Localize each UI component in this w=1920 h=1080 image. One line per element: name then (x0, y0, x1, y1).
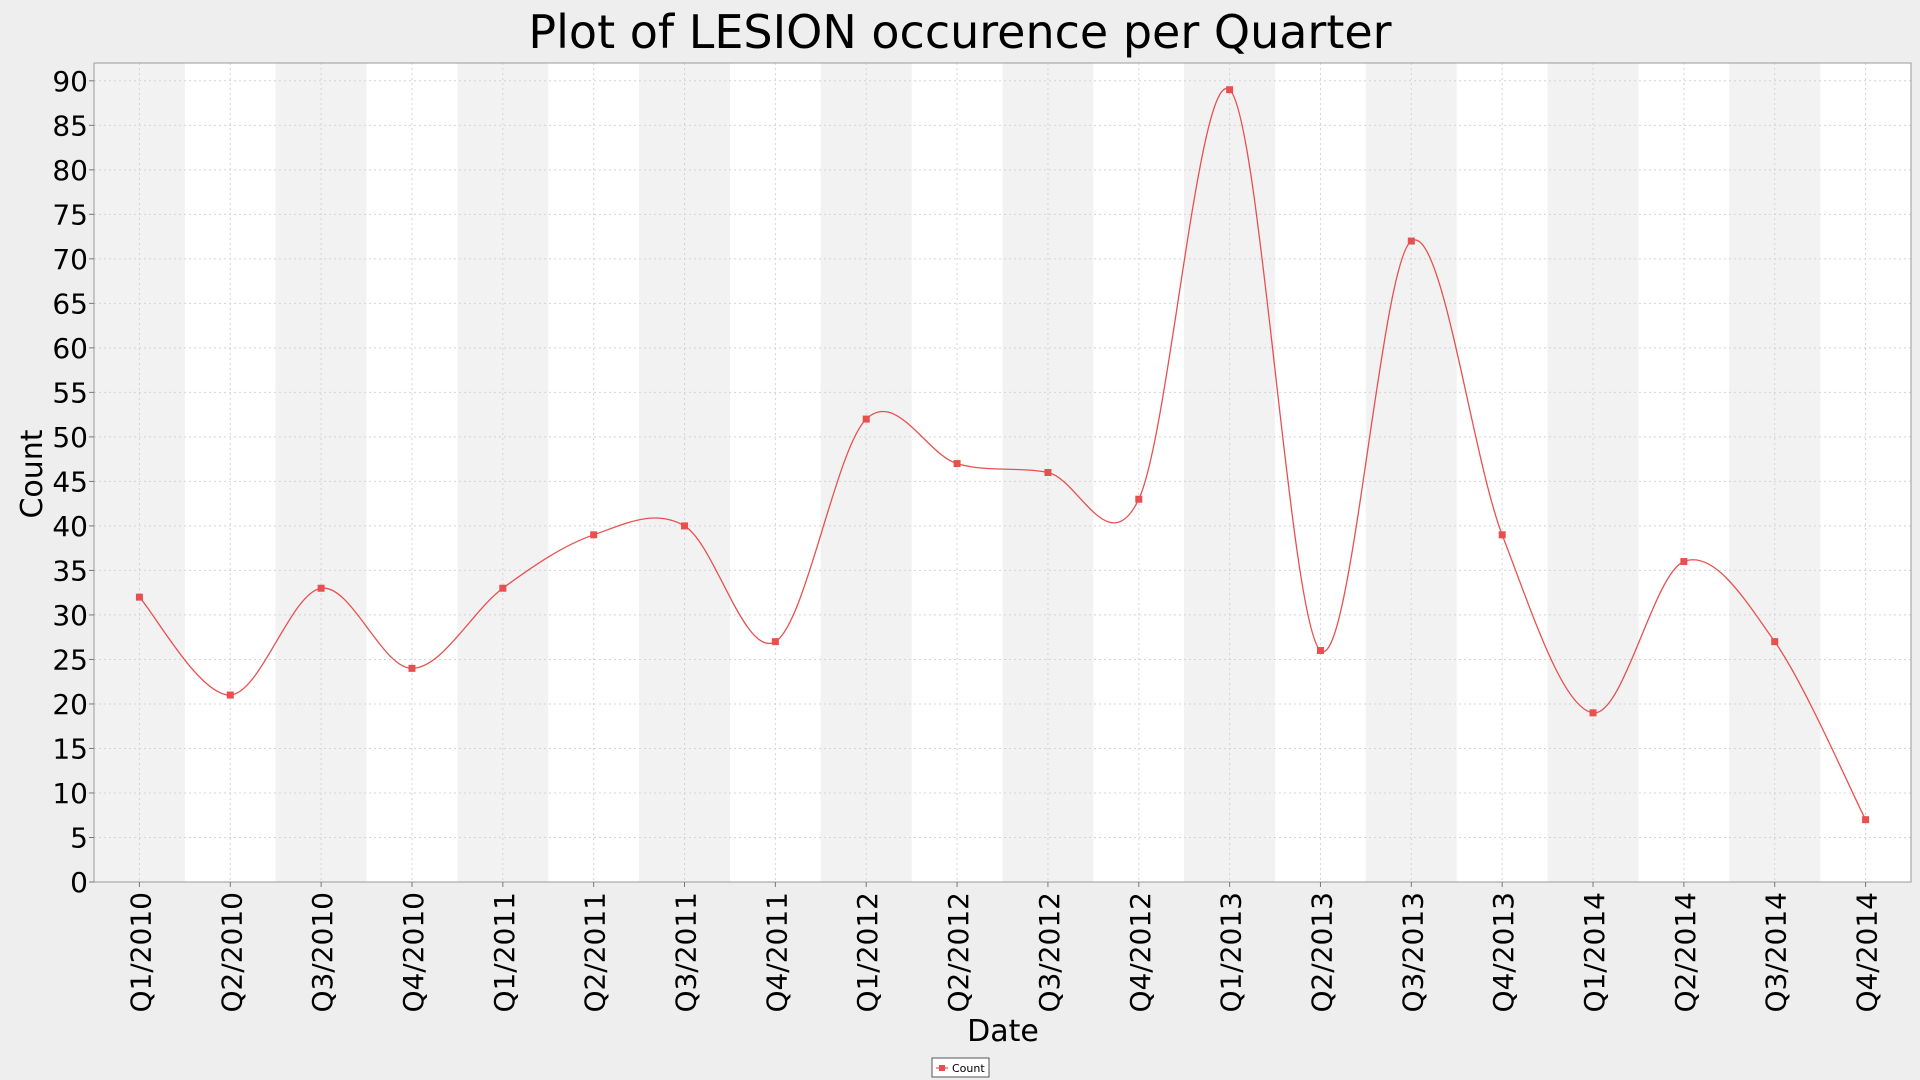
y-tick-label: 50 (52, 421, 88, 454)
x-tick-label: Q1/2014 (1578, 892, 1611, 1013)
x-tick-label: Q3/2010 (306, 892, 339, 1013)
data-point[interactable] (1316, 647, 1324, 655)
data-point[interactable] (1498, 531, 1506, 539)
x-tick-label: Q4/2013 (1487, 892, 1520, 1013)
y-tick-label: 35 (52, 554, 88, 587)
x-tick-label: Q1/2011 (488, 892, 521, 1013)
x-tick-label: Q2/2010 (215, 892, 248, 1013)
data-point[interactable] (1862, 816, 1870, 824)
y-tick-label: 70 (52, 243, 88, 276)
data-point[interactable] (1226, 86, 1234, 94)
x-tick-label: Q2/2014 (1669, 892, 1702, 1013)
plot-border (93, 62, 1912, 883)
y-tick-label: 75 (52, 198, 88, 231)
legend-marker (939, 1065, 945, 1071)
x-tick-label: Q3/2011 (670, 892, 703, 1013)
x-tick-label: Q4/2011 (760, 892, 793, 1013)
y-tick-labels: 0 5 10 15 20 25 30 35 40 45 50 55 60 65 70 75 80 85 90 (52, 65, 88, 899)
data-point[interactable] (1407, 237, 1415, 245)
x-tick-label: Q2/2013 (1305, 892, 1338, 1013)
y-tick-label: 85 (52, 109, 88, 142)
data-point[interactable] (1680, 558, 1688, 566)
x-tick-labels: Q1/2010 Q2/2010 Q3/2010 Q4/2010 Q1/2011 Q2/20… (124, 892, 1883, 1013)
y-tick-label: 25 (52, 643, 88, 676)
y-tick-label: 45 (52, 465, 88, 498)
legend: Count (931, 1057, 990, 1078)
chart-title: Plot of LESION occurence per Quarter (528, 5, 1391, 59)
x-tick-label: Q3/2013 (1396, 892, 1429, 1013)
y-tick-label: 40 (52, 510, 88, 543)
x-tick-label: Q2/2012 (942, 892, 975, 1013)
y-tick-label: 30 (52, 599, 88, 632)
data-point[interactable] (317, 584, 325, 592)
x-axis-label: Date (967, 1014, 1039, 1049)
data-point[interactable] (681, 522, 689, 530)
data-point[interactable] (953, 460, 961, 468)
x-tick-label: Q4/2012 (1124, 892, 1157, 1013)
x-tick-label: Q1/2012 (851, 892, 884, 1013)
x-tick-label: Q4/2010 (397, 892, 430, 1013)
x-tick-label: Q4/2014 (1851, 892, 1884, 1013)
y-tick-label: 10 (52, 777, 88, 810)
axes (89, 80, 1867, 887)
data-point[interactable] (1135, 495, 1143, 503)
x-tick-label: Q3/2014 (1760, 892, 1793, 1013)
background-bands (94, 63, 1911, 882)
y-tick-label: 80 (52, 154, 88, 187)
y-tick-label: 55 (52, 376, 88, 409)
data-point[interactable] (1589, 709, 1597, 717)
x-tick-label: Q1/2013 (1215, 892, 1248, 1013)
legend-label: Count (952, 1062, 985, 1075)
data-point[interactable] (1044, 469, 1052, 476)
y-tick-label: 0 (70, 866, 88, 899)
legend-box (931, 1057, 990, 1078)
x-tick-label: Q3/2012 (1033, 892, 1066, 1013)
data-point[interactable] (771, 638, 779, 646)
gridlines (94, 63, 1911, 883)
y-tick-label: 65 (52, 287, 88, 320)
y-tick-label: 15 (52, 732, 88, 765)
data-point[interactable] (862, 415, 870, 423)
y-tick-label: 5 (70, 821, 88, 854)
data-point[interactable] (226, 691, 234, 699)
series-layer (135, 86, 1870, 824)
x-tick-label: Q1/2010 (124, 892, 157, 1013)
y-tick-label: 90 (52, 65, 88, 98)
data-point[interactable] (499, 584, 507, 592)
data-point[interactable] (1771, 638, 1779, 646)
data-point[interactable] (135, 593, 143, 601)
data-point[interactable] (590, 531, 598, 539)
y-tick-label: 20 (52, 688, 88, 721)
y-axis-label: Count (15, 429, 50, 518)
x-tick-label: Q2/2011 (579, 892, 612, 1013)
y-tick-label: 60 (52, 332, 88, 365)
data-point[interactable] (408, 664, 416, 672)
